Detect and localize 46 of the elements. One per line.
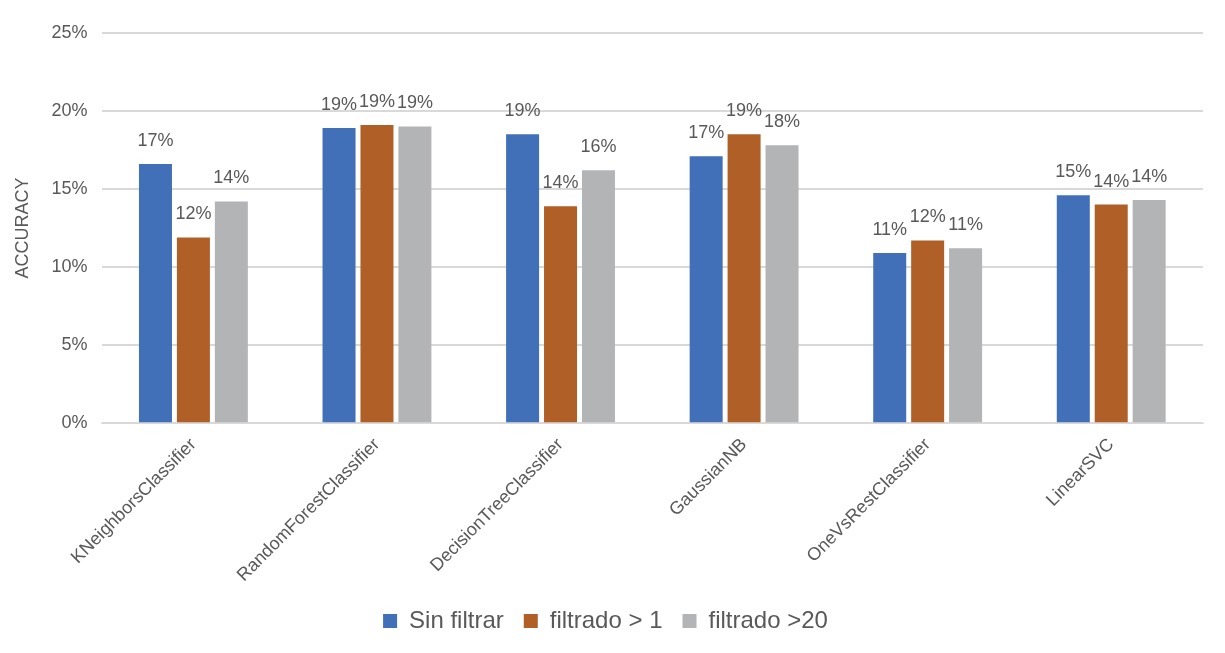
data-label: 16% (580, 136, 617, 157)
data-label: 19% (504, 100, 541, 121)
bar (765, 145, 799, 423)
data-label: 14% (1093, 170, 1130, 191)
bar (398, 126, 432, 423)
data-label: 19% (321, 94, 358, 115)
y-tick-label: 15% (51, 177, 88, 198)
data-label: 19% (358, 90, 395, 111)
y-tick-label: 10% (51, 256, 88, 277)
data-label: 14% (213, 167, 250, 188)
y-tick-label: 5% (61, 334, 88, 355)
data-label: 12% (175, 203, 212, 224)
bar (360, 124, 394, 423)
data-label: 14% (1131, 165, 1168, 186)
data-label: 17% (688, 122, 725, 143)
data-label: 19% (396, 92, 433, 113)
data-label: 14% (542, 172, 579, 193)
data-label: 12% (909, 206, 946, 227)
y-tick-label: 0% (61, 412, 88, 433)
bar (1132, 199, 1166, 423)
data-label: 11% (948, 214, 983, 235)
y-axis-title: ACCURACY (11, 177, 32, 279)
bar (138, 163, 172, 423)
bar (506, 134, 540, 423)
legend-label: Sin filtrar (409, 605, 504, 633)
bar (581, 170, 615, 423)
data-label: 18% (764, 111, 801, 132)
bar (873, 252, 907, 423)
data-label: 19% (726, 100, 763, 121)
bar (949, 248, 983, 423)
bar (727, 134, 761, 423)
data-label: 17% (137, 129, 174, 150)
bar (1056, 195, 1090, 423)
bar (544, 206, 578, 423)
data-label: 11% (872, 218, 908, 239)
legend-label: filtrado >20 (708, 605, 828, 633)
y-tick-label: 25% (51, 21, 88, 42)
bar (176, 237, 210, 423)
data-label: 15% (1055, 161, 1092, 182)
bar (322, 128, 356, 423)
legend-label: filtrado > 1 (549, 605, 663, 633)
bar (214, 201, 248, 423)
y-tick-label: 20% (51, 99, 88, 120)
bar (1094, 204, 1128, 423)
bar (689, 156, 723, 423)
bar (911, 240, 945, 423)
